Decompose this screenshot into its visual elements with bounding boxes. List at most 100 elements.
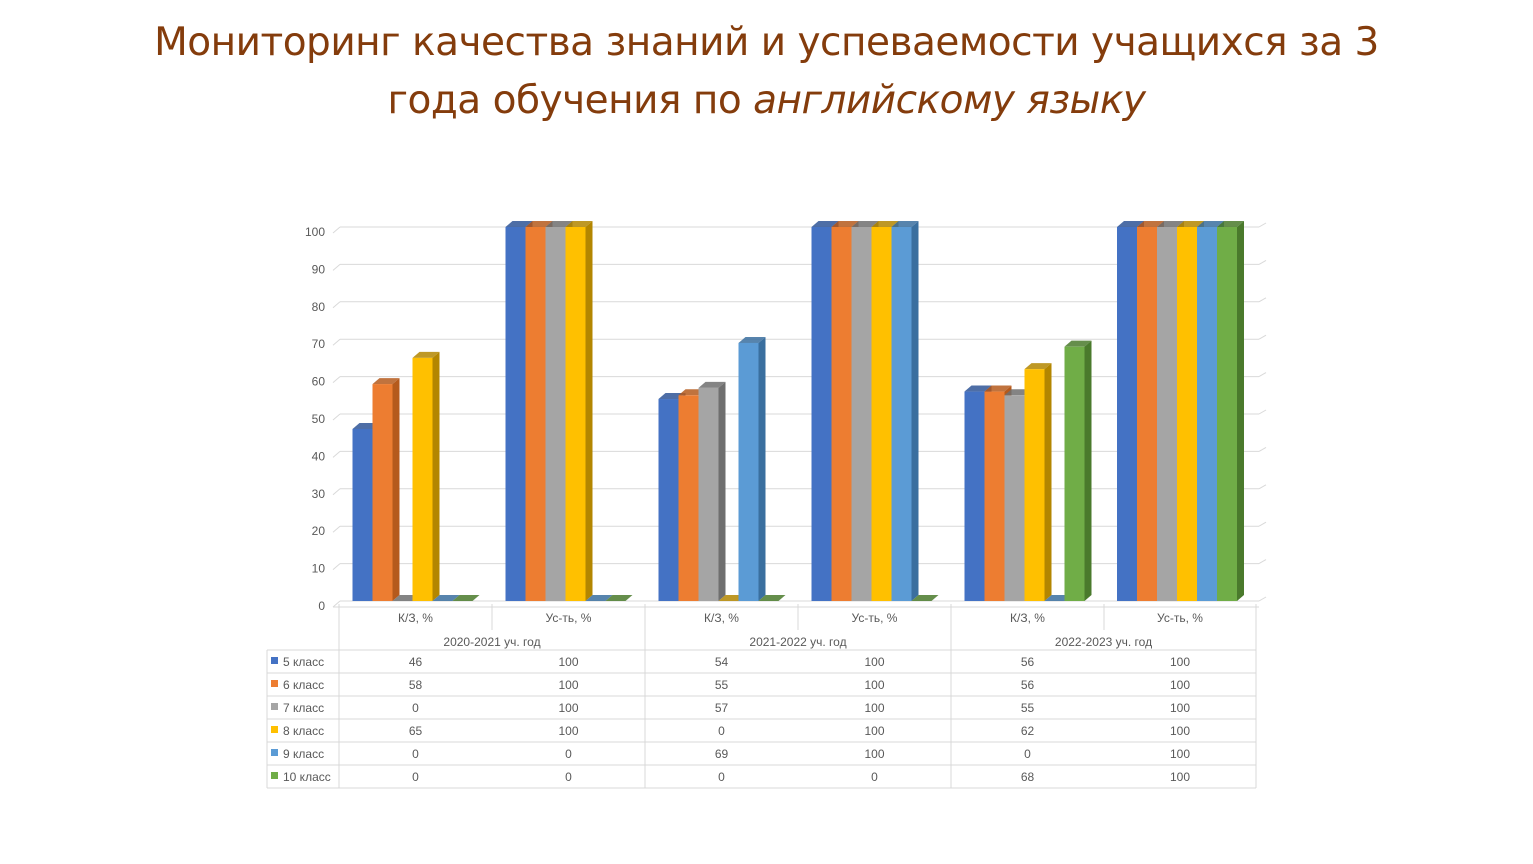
bar [605, 595, 633, 601]
bar-top [505, 221, 533, 227]
bar-front [871, 227, 892, 601]
gridline-side [332, 413, 341, 421]
title-line-1: Мониторинг качества знаний и успеваемост… [154, 20, 1379, 65]
bar-side [585, 221, 593, 601]
bar-front [1137, 227, 1157, 601]
table-cell: 100 [1170, 747, 1190, 761]
y-tick-label: 30 [312, 487, 326, 501]
bar-side [911, 221, 919, 601]
table-cell: 56 [1021, 678, 1035, 692]
table-cell: 0 [871, 770, 878, 784]
bar-front [984, 391, 1005, 601]
table-cell: 100 [1170, 770, 1190, 784]
gridline-side [332, 600, 341, 608]
bar-front [1004, 395, 1025, 601]
bar [738, 336, 766, 601]
bar-top [871, 221, 899, 227]
bar-top [585, 595, 613, 601]
bar-top [1137, 221, 1164, 227]
bar-side [758, 336, 766, 601]
bar-front [372, 384, 393, 601]
gridline-side [1258, 409, 1267, 415]
category-label: Ус-ть, % [546, 611, 592, 625]
legend-label: 5 класс [283, 655, 324, 669]
table-cell: 0 [565, 770, 572, 784]
bars [352, 221, 1244, 601]
year-label: 2022-2023 уч. год [1055, 635, 1152, 649]
table-cell: 100 [864, 678, 884, 692]
bar-top [891, 221, 919, 227]
table-cell: 100 [1170, 701, 1190, 715]
table-cell: 100 [864, 724, 884, 738]
bar-top [964, 385, 992, 392]
gridline-side [332, 301, 341, 309]
bar-front [1117, 227, 1137, 601]
bar-side [1084, 340, 1092, 601]
legend-label: 7 класс [283, 701, 324, 715]
table-cell: 57 [715, 701, 729, 715]
legend-key [271, 772, 278, 779]
year-label: 2021-2022 уч. год [749, 635, 846, 649]
bar-front [505, 227, 526, 601]
legend-key [271, 680, 278, 687]
y-tick-label: 60 [312, 375, 326, 389]
bar-front [1217, 227, 1237, 601]
bar-side [1237, 221, 1244, 601]
bar [372, 378, 400, 601]
bar-front [565, 227, 586, 601]
table-cell: 46 [409, 655, 423, 669]
bar-front [811, 227, 832, 601]
bar-side [718, 381, 726, 601]
table-cell: 58 [409, 678, 423, 692]
bar [891, 221, 919, 601]
category-label: К/З, % [704, 611, 739, 625]
gridline-side [1258, 484, 1267, 490]
table-cell: 54 [715, 655, 729, 669]
y-tick-label: 90 [312, 262, 326, 276]
bar [585, 595, 613, 601]
legend-label: 9 класс [283, 747, 324, 761]
bar-front [678, 395, 699, 601]
gridline-side [1258, 297, 1267, 303]
gridline-side [1258, 559, 1267, 565]
table-cell: 56 [1021, 655, 1035, 669]
legend-key [271, 749, 278, 756]
table-cell: 55 [1021, 701, 1035, 715]
bar-top [1197, 221, 1224, 227]
bar-top [851, 221, 879, 227]
gridline-side [1258, 446, 1267, 452]
table-cell: 100 [558, 701, 578, 715]
bar-front [1024, 369, 1045, 601]
bar-front [352, 428, 373, 601]
y-tick-label: 50 [312, 412, 326, 426]
gridline-side [332, 525, 341, 533]
bar-front [545, 227, 566, 601]
table-cell: 0 [412, 747, 419, 761]
table-cell: 0 [565, 747, 572, 761]
y-tick-label: 100 [305, 225, 325, 239]
gridline-side [332, 376, 341, 383]
bar-front [1157, 227, 1177, 601]
category-label: К/З, % [1010, 611, 1045, 625]
bar [565, 221, 593, 601]
data-table: К/З, % Ус-ть, % К/З, % Ус-ть, % К/З, % Ус-ть,… [266, 604, 1257, 789]
bar-front [964, 391, 985, 601]
table-cell: 100 [1170, 655, 1190, 669]
bar-top [984, 385, 1012, 392]
bar-front [831, 227, 852, 601]
category-label: К/З, % [398, 611, 433, 625]
y-tick-label: 80 [312, 300, 326, 314]
legend-key [271, 703, 278, 710]
gridline-side [332, 338, 341, 346]
y-tick-label: 0 [318, 599, 325, 613]
table-cell: 100 [864, 701, 884, 715]
bar [911, 595, 939, 601]
year-label: 2020-2021 уч. год [443, 635, 540, 649]
bar-front [658, 399, 679, 601]
bar-front [525, 227, 546, 601]
bar-top [545, 221, 573, 227]
bar-top [452, 595, 480, 601]
gridlines: 0 10 20 30 40 50 60 70 80 90 100 [305, 222, 1267, 613]
y-tick-label: 10 [312, 562, 326, 576]
